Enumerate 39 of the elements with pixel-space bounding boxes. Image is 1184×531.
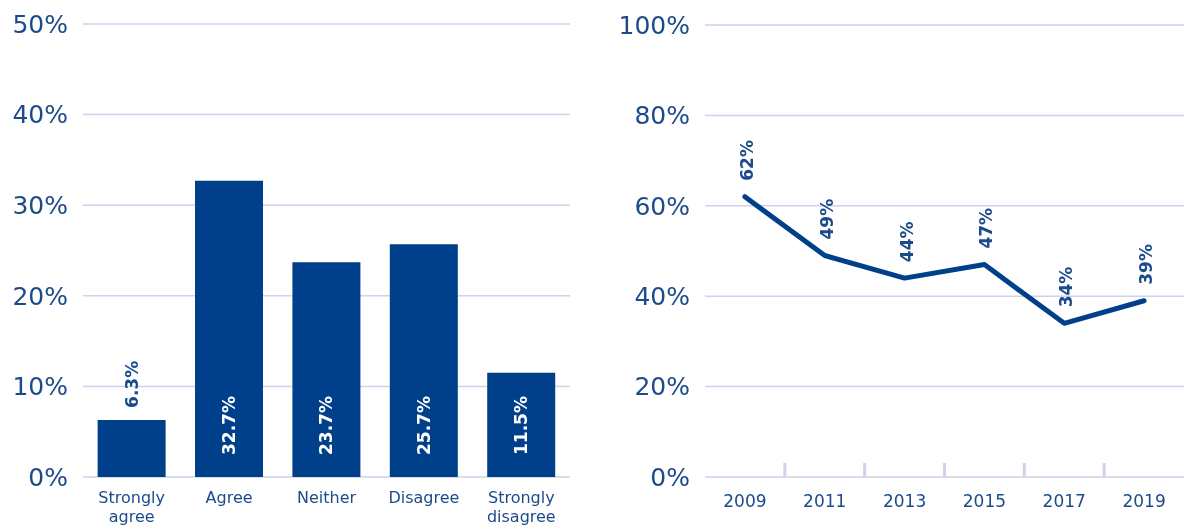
y-tick-label: 0% xyxy=(28,462,68,492)
data-label: 34% xyxy=(1056,266,1077,308)
y-tick-label: 40% xyxy=(12,100,68,130)
data-label: 47% xyxy=(976,207,997,249)
data-label: 25.7% xyxy=(413,396,434,455)
bar xyxy=(97,419,166,477)
x-tick-label: 2013 xyxy=(882,491,927,511)
data-label: 6.3% xyxy=(121,360,142,408)
y-tick-label: 60% xyxy=(634,191,690,221)
x-tick-label: 2009 xyxy=(723,491,767,511)
bar xyxy=(487,372,556,477)
y-tick-label: 30% xyxy=(12,191,68,221)
data-label: 23.7% xyxy=(316,396,337,455)
bar xyxy=(195,180,264,477)
y-tick-label: 40% xyxy=(634,282,690,312)
y-tick-label: 0% xyxy=(650,462,690,492)
x-tick-label: Neither xyxy=(296,488,357,507)
data-label: 49% xyxy=(816,198,837,240)
data-label: 62% xyxy=(736,140,757,181)
x-tick-label: 2017 xyxy=(1042,491,1086,511)
y-tick-label: 80% xyxy=(634,101,690,131)
x-tick-label: Strongly agree xyxy=(98,488,166,527)
data-label: 39% xyxy=(1136,244,1157,285)
x-tick-label: Strongly disagree xyxy=(486,488,556,527)
y-tick-label: 10% xyxy=(12,372,68,402)
y-tick-label: 100% xyxy=(618,10,690,40)
data-label: 32.7% xyxy=(219,396,240,455)
data-label: 11.5% xyxy=(511,396,532,455)
bar xyxy=(389,244,458,477)
x-tick-label: Agree xyxy=(205,488,253,507)
x-tick-label: 2011 xyxy=(803,491,847,511)
x-tick-label: 2019 xyxy=(1122,491,1166,511)
y-tick-label: 20% xyxy=(12,281,68,311)
y-tick-label: 20% xyxy=(634,372,690,402)
y-tick-label: 50% xyxy=(12,9,68,39)
data-label: 44% xyxy=(896,221,917,263)
x-tick-label: 2015 xyxy=(962,491,1007,511)
x-tick-label: Disagree xyxy=(388,488,460,507)
bar xyxy=(292,262,361,477)
